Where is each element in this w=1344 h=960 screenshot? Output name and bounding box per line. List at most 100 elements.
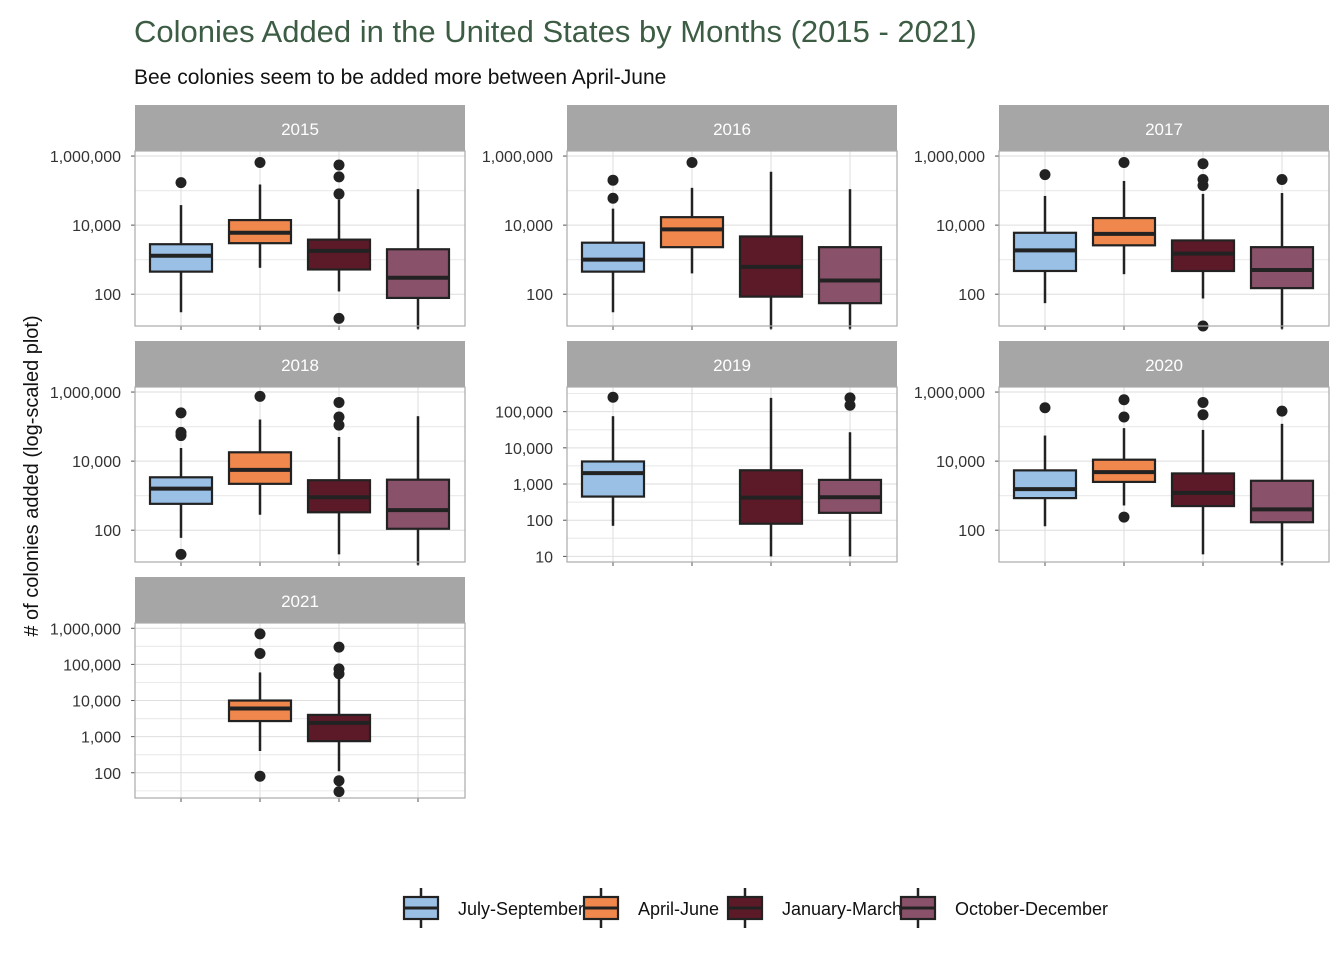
outlier-point (1197, 409, 1209, 421)
y-tick-label: 100,000 (63, 657, 121, 674)
box-iqr (580, 460, 646, 498)
box-january-march (306, 641, 372, 798)
chart-subtitle: Bee colonies seem to be added more betwe… (134, 66, 666, 89)
outlier-point (607, 174, 619, 186)
y-tick-label: 100,000 (495, 405, 553, 422)
facet-panel: 2017 100 10,000 1,000,000 (914, 105, 1330, 332)
y-axis-label: # of colonies added (log-scaled plot) (21, 315, 43, 636)
y-tick-label: 1,000,000 (50, 621, 121, 638)
box-april-june (227, 157, 293, 268)
outlier-point (607, 192, 619, 204)
outlier-point (1276, 405, 1288, 417)
y-tick-label: 1,000 (81, 730, 121, 747)
outlier-point (333, 396, 345, 408)
panel-border (998, 386, 1330, 563)
box-iqr (1249, 479, 1315, 524)
legend-label: October-December (955, 899, 1108, 919)
outlier-point (333, 786, 345, 798)
facet-strip (999, 105, 1329, 151)
box-january-march (738, 397, 804, 557)
outlier-point (254, 628, 266, 640)
outlier-point (175, 426, 187, 438)
box-april-june (1091, 157, 1157, 275)
box-october-december (1249, 405, 1315, 565)
outlier-point (1039, 402, 1051, 414)
facet-panel: 2019 10 100 1,000 10,000 100,000 (495, 341, 898, 566)
box-april-june (227, 390, 293, 515)
box-july-september (580, 391, 646, 526)
box-iqr (1170, 239, 1236, 273)
facet-panel: 2020 100 10,000 1,000,000 (914, 341, 1330, 566)
box-january-march (738, 171, 804, 329)
panel-border (134, 386, 466, 563)
y-tick-label: 100 (526, 513, 553, 530)
panel-border (998, 150, 1330, 327)
box-iqr (385, 248, 451, 300)
y-tick-label: 100 (94, 523, 121, 540)
y-tick-label: 10,000 (72, 218, 121, 235)
y-tick-label: 1,000,000 (914, 385, 985, 402)
facet-strip-label: 2016 (713, 120, 751, 139)
outlier-point (254, 390, 266, 402)
box-iqr (227, 699, 293, 723)
outlier-point (254, 648, 266, 660)
legend-label: July-September (458, 899, 584, 919)
outlier-point (333, 188, 345, 200)
outlier-point (333, 312, 345, 324)
outlier-point (1276, 173, 1288, 185)
chart-title: Colonies Added in the United States by M… (134, 14, 977, 49)
facet-strip-label: 2015 (281, 120, 319, 139)
y-tick-label: 10,000 (936, 454, 985, 471)
box-iqr (306, 713, 372, 743)
facet-strip-label: 2017 (1145, 120, 1183, 139)
y-tick-label: 1,000,000 (50, 149, 121, 166)
facet-panel: 2016 100 10,000 1,000,000 (482, 105, 898, 330)
legend-item: April-June (582, 888, 719, 928)
box-october-december (385, 416, 451, 565)
y-tick-label: 10,000 (72, 454, 121, 471)
outlier-point (175, 548, 187, 560)
facet-panel: 2018 100 10,000 1,000,000 (50, 341, 466, 566)
panel-border (134, 622, 466, 799)
facet-strip (135, 341, 465, 387)
box-april-june (659, 157, 725, 274)
outlier-point (1197, 158, 1209, 170)
outlier-point (333, 159, 345, 171)
y-tick-label: 1,000,000 (914, 149, 985, 166)
box-july-september (1012, 402, 1078, 527)
box-iqr (1091, 216, 1157, 247)
box-iqr (1170, 472, 1236, 508)
legend: July-September April-June January-March Oct… (402, 888, 1108, 928)
box-january-march (306, 159, 372, 324)
box-october-december (817, 392, 883, 557)
legend-item: July-September (402, 888, 584, 928)
legend-label: January-March (782, 899, 902, 919)
facet-strip (999, 341, 1329, 387)
outlier-point (333, 411, 345, 423)
y-tick-label: 10,000 (504, 218, 553, 235)
outlier-point (175, 407, 187, 419)
box-iqr (1012, 469, 1078, 500)
outlier-point (254, 157, 266, 169)
facet-strip-label: 2019 (713, 356, 751, 375)
panel-border (566, 386, 898, 563)
outlier-point (333, 663, 345, 675)
legend-item: January-March (726, 888, 902, 928)
box-july-september (1012, 169, 1078, 304)
facet-panel: 2021 100 1,000 10,000 100,000 1,000,000 (50, 577, 466, 802)
facet-strip (135, 577, 465, 623)
legend-item: October-December (899, 888, 1108, 928)
outlier-point (844, 392, 856, 404)
box-january-march (1170, 396, 1236, 555)
box-iqr (148, 243, 214, 273)
box-october-december (385, 189, 451, 329)
outlier-point (175, 177, 187, 189)
box-iqr (659, 216, 725, 249)
y-tick-label: 10 (535, 549, 553, 566)
y-tick-label: 1,000 (513, 477, 553, 494)
facet-strip-label: 2018 (281, 356, 319, 375)
box-iqr (817, 246, 883, 305)
y-tick-label: 100 (526, 287, 553, 304)
y-tick-label: 10,000 (72, 694, 121, 711)
